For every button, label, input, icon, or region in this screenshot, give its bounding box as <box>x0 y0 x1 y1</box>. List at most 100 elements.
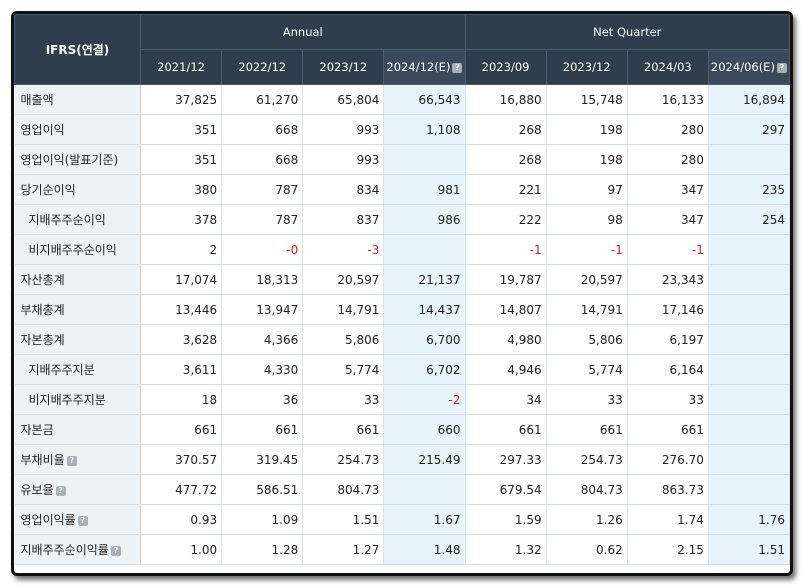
table-cell <box>383 234 466 265</box>
row-label: 당기순이익 <box>14 174 141 205</box>
table-row: 부채총계 13,446 13,947 14,791 14,437 14,807 14,791… <box>14 294 790 325</box>
table-cell: 380 <box>140 174 223 205</box>
row-label: 영업이익(발표기준) <box>14 144 141 175</box>
table-row: 영업이익(발표기준) 351 668 993 268 198 280 <box>14 144 790 175</box>
table-cell: 351 <box>140 114 223 145</box>
table-cell <box>708 264 790 295</box>
table-cell: 1.28 <box>221 534 304 565</box>
table-cell: 661 <box>302 414 385 445</box>
table-cell: 276.70 <box>627 444 709 475</box>
column-header: 2023/09 <box>464 49 547 85</box>
table-cell: 993 <box>302 114 385 145</box>
table-cell: 16,133 <box>627 84 709 115</box>
corner-label: IFRS(연결) <box>14 14 141 85</box>
table-row: 비지배주주순이익 2 -0 -3 -1 -1 -1 <box>14 234 790 265</box>
table-cell: 2 <box>140 234 223 265</box>
table-cell: 14,791 <box>302 294 385 325</box>
table-cell: 33 <box>627 384 709 415</box>
table-cell: 13,947 <box>221 294 304 325</box>
table-cell: 1.76 <box>708 504 790 535</box>
table-cell: 661 <box>140 414 223 445</box>
table-cell: 198 <box>546 144 628 175</box>
table-cell: 254.73 <box>546 444 628 475</box>
table-row: 자본금 661 661 661 660 661 661 661 <box>14 414 790 445</box>
column-header-label: 2024/06(E) <box>710 60 775 74</box>
table-cell: 5,774 <box>302 354 385 385</box>
table-cell: 20,597 <box>302 264 385 295</box>
question-icon[interactable]: ? <box>55 485 66 496</box>
table-cell: 235 <box>708 174 790 205</box>
question-icon[interactable]: ? <box>452 62 463 73</box>
table-cell: 863.73 <box>627 474 709 505</box>
table-cell: 660 <box>383 414 466 445</box>
row-label-text: 지배주주순이익 <box>28 213 106 227</box>
question-icon[interactable]: ? <box>776 62 787 73</box>
table-cell <box>383 144 466 175</box>
table-cell: -1 <box>627 234 709 265</box>
table-cell: 5,806 <box>302 324 385 355</box>
table-cell: 280 <box>627 144 709 175</box>
financial-summary-frame: IFRS(연결) Annual Net Quarter 2021/12 2022/1… <box>11 11 793 576</box>
table-row: 당기순이익 380 787 834 981 221 97 347 235 <box>14 174 790 205</box>
table-cell: 0.62 <box>546 534 628 565</box>
column-header: 2022/12 <box>221 49 304 85</box>
question-icon[interactable]: ? <box>66 455 77 466</box>
row-label: 지배주주지분 <box>14 354 141 385</box>
table-cell: 15,748 <box>546 84 628 115</box>
table-cell: 14,437 <box>383 294 466 325</box>
table-cell: 4,330 <box>221 354 304 385</box>
table-cell: 3,628 <box>140 324 223 355</box>
table-cell: -1 <box>465 234 547 265</box>
table-cell: 1.27 <box>302 534 385 565</box>
column-header: 2024/06(E)? <box>707 49 790 85</box>
table-cell: 661 <box>465 414 547 445</box>
table-cell: 679.54 <box>465 474 547 505</box>
table-cell: 98 <box>546 204 628 235</box>
table-cell: 787 <box>221 204 304 235</box>
row-label-text: 유보율 <box>20 483 54 497</box>
table-row: 영업이익률? 0.93 1.09 1.51 1.67 1.59 1.26 1.74 1.76 <box>14 504 790 535</box>
table-cell: -2 <box>383 384 466 415</box>
table-cell: 993 <box>302 144 385 175</box>
table-cell: 34 <box>465 384 547 415</box>
column-group-1: Net Quarter <box>464 14 790 50</box>
row-label-text: 지배주주순이익률 <box>20 543 109 557</box>
column-header-label: 2024/12(E) <box>386 60 451 74</box>
column-header-label: 2023/12 <box>319 60 368 74</box>
row-label-text: 비지배주주지분 <box>28 393 106 407</box>
row-label-text: 영업이익률 <box>20 513 76 527</box>
table-cell: 297 <box>708 114 790 145</box>
row-label-text: 부채총계 <box>20 303 65 317</box>
table-cell: 20,597 <box>546 264 628 295</box>
table-cell: 804.73 <box>302 474 385 505</box>
table-cell: 6,164 <box>627 354 709 385</box>
table-cell: 18 <box>140 384 223 415</box>
table-row: 자산총계 17,074 18,313 20,597 21,137 19,787 20,597… <box>14 264 790 295</box>
table-cell: 221 <box>465 174 547 205</box>
question-icon[interactable]: ? <box>110 545 121 556</box>
table-cell: 981 <box>383 174 466 205</box>
table-row: 영업이익 351 668 993 1,108 268 198 280 297 <box>14 114 790 145</box>
question-icon[interactable]: ? <box>77 515 88 526</box>
table-cell: 215.49 <box>383 444 466 475</box>
table-cell: 1.74 <box>627 504 709 535</box>
table-cell: 14,791 <box>546 294 628 325</box>
table-cell: 5,774 <box>546 354 628 385</box>
column-group-0: Annual <box>140 14 466 50</box>
table-cell: 198 <box>546 114 628 145</box>
table-cell: -1 <box>546 234 628 265</box>
table-cell: 17,074 <box>140 264 223 295</box>
table-cell <box>708 234 790 265</box>
row-label: 비지배주주지분 <box>14 384 141 415</box>
table-cell: 1.00 <box>140 534 223 565</box>
table-cell: 4,366 <box>221 324 304 355</box>
row-label-text: 당기순이익 <box>20 183 76 197</box>
table-cell: 661 <box>546 414 628 445</box>
row-label: 영업이익 <box>14 114 141 145</box>
table-cell: 297.33 <box>465 444 547 475</box>
column-header: 2024/12(E)? <box>383 49 466 85</box>
table-cell: 477.72 <box>140 474 223 505</box>
row-label: 자본총계 <box>14 324 141 355</box>
table-cell: 347 <box>627 204 709 235</box>
table-cell: 19,787 <box>465 264 547 295</box>
